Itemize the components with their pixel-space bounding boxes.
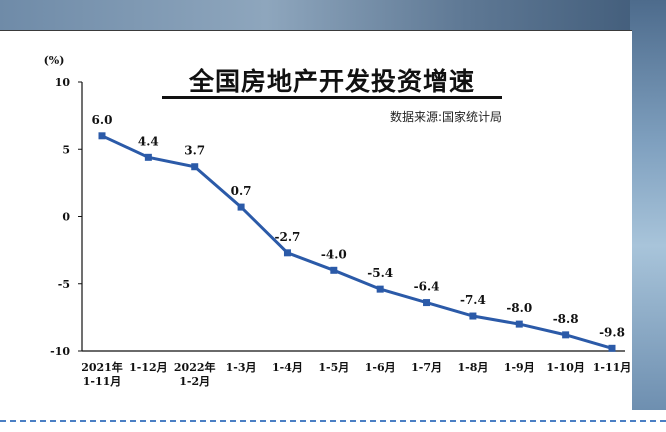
data-point [562,331,570,339]
data-labels: 6.0 4.4 3.7 0.7 -2.7 -4.0 -5.4 -6.4 -7.4 -8.0 -8.8… [92,113,625,340]
data-label: 4.4 [138,134,159,148]
data-point [423,299,431,307]
y-tick-label: 10 [55,76,71,89]
x-tick-label: 1-4月 [272,361,303,374]
data-point [191,163,199,171]
data-label: -8.0 [506,301,532,315]
series-line [101,134,613,350]
data-points [98,132,616,352]
data-label: -8.8 [553,312,579,326]
chart-title: 全国房地产开发投资增速 [188,67,475,96]
y-tick-label: 5 [62,143,70,156]
x-tick-label: 1-8月 [457,361,488,374]
y-axis: 10 5 0 -5 -10 [50,76,83,358]
y-axis-unit: (%) [44,54,65,67]
data-label: 6.0 [92,113,113,127]
data-point [98,132,106,140]
x-tick-label: 2021年 [81,360,123,374]
x-tick-label: 1-10月 [546,361,585,374]
x-tick-label: 1-6月 [365,361,396,374]
title-underline [162,96,502,99]
data-point [608,344,616,352]
data-point [515,320,523,328]
data-label: -5.4 [367,266,393,280]
dashed-divider [0,420,666,422]
data-label: -6.4 [414,280,440,294]
header-background [0,0,666,30]
data-label: -9.8 [599,325,625,339]
x-tick-label: 1-7月 [411,361,442,374]
y-tick-label: 0 [62,211,70,224]
data-point [330,266,338,274]
data-label: -2.7 [275,230,301,244]
data-label: -7.4 [460,293,486,307]
data-point [376,285,384,293]
data-label: -4.0 [321,247,347,261]
x-tick-label: 2022年 [174,360,216,374]
chart-source: 数据来源:国家统计局 [390,110,503,124]
data-label: 3.7 [184,144,205,158]
y-tick-label: -5 [58,278,70,291]
chart-panel [0,30,632,411]
x-tick-label: 1-11月 [83,375,122,388]
data-point [469,312,477,320]
data-point [237,203,245,211]
x-tick-label: 1-3月 [226,361,257,374]
x-tick-label: 1-11月 [593,361,632,374]
data-label: 0.7 [231,184,252,198]
x-tick-label: 1-2月 [179,375,210,388]
side-background [630,0,666,410]
data-point [283,249,291,257]
data-point [144,153,152,161]
x-tick-label: 1-5月 [318,361,349,374]
x-tick-label: 1-12月 [129,361,168,374]
x-tick-label: 1-9月 [504,361,535,374]
y-tick-label: -10 [50,345,70,358]
